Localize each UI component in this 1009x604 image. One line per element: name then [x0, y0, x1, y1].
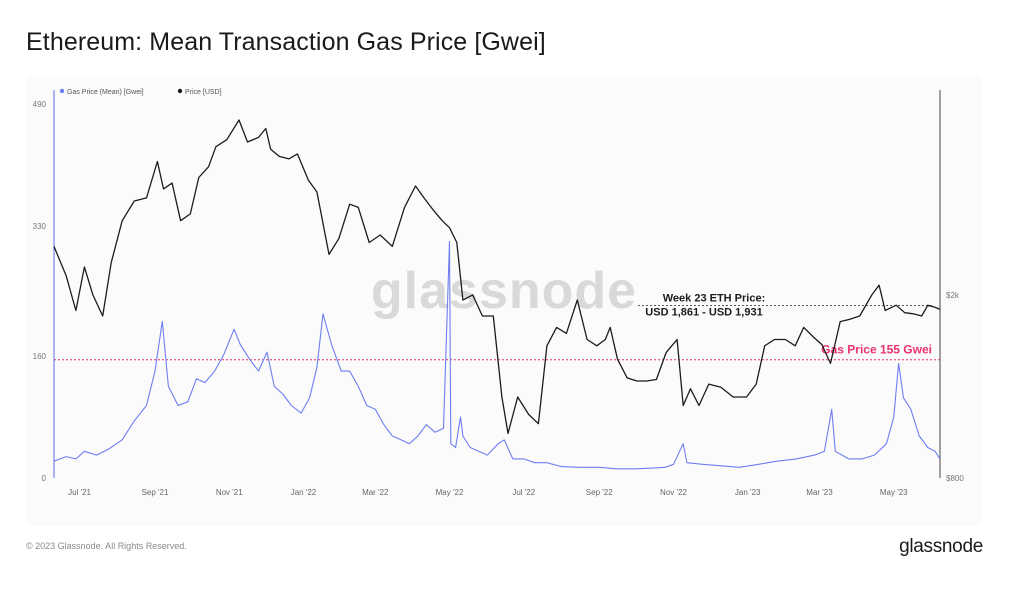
y-right-tick-label: $2k: [946, 291, 960, 300]
series-line-gas-price: [53, 240, 941, 470]
x-tick-label: Jan '22: [291, 488, 317, 497]
x-tick-label: Nov '21: [216, 488, 243, 497]
x-tick-label: May '22: [436, 488, 464, 497]
legend-marker: [59, 88, 65, 94]
copyright-text: © 2023 Glassnode. All Rights Reserved.: [26, 541, 187, 551]
x-tick-label: Mar '22: [362, 488, 389, 497]
chart-panel: glassnode 0 160 330 490 $800 $2k Jul '21 Sep '21…: [26, 76, 982, 526]
x-tick-label: Jul '21: [68, 488, 91, 497]
x-tick-label: May '23: [880, 488, 908, 497]
series-line-eth-price: [53, 119, 941, 435]
annotation-line1: Week 23 ETH Price:: [663, 293, 766, 305]
legend-marker: [177, 88, 183, 94]
y-left-tick-label: 490: [33, 100, 47, 109]
x-tick-label: Mar '23: [806, 488, 833, 497]
y-left-tick-label: 330: [33, 222, 47, 231]
x-tick-label: Nov '22: [660, 488, 687, 497]
y-left-tick-label: 0: [42, 474, 47, 483]
y-left-tick-label: 160: [33, 352, 47, 361]
brand-logo: glassnode: [899, 536, 983, 557]
watermark-text: glassnode: [371, 262, 637, 320]
x-tick-label: Jan '23: [735, 488, 761, 497]
legend-label: Gas Price (Mean) [Gwei]: [67, 89, 144, 96]
chart: glassnode 0 160 330 490 $800 $2k Jul '21 Sep '21…: [33, 88, 964, 497]
y-right-tick-label: $800: [946, 474, 964, 483]
annotation-line2: USD 1,861 - USD 1,931: [645, 307, 762, 319]
x-tick-label: Sep '21: [142, 488, 169, 497]
legend-label: Price [USD]: [185, 89, 222, 96]
threshold-label: Gas Price 155 Gwei: [821, 343, 932, 357]
x-tick-label: Jul '22: [512, 488, 535, 497]
x-tick-label: Sep '22: [586, 488, 613, 497]
page-title: Ethereum: Mean Transaction Gas Price [Gw…: [26, 28, 546, 56]
